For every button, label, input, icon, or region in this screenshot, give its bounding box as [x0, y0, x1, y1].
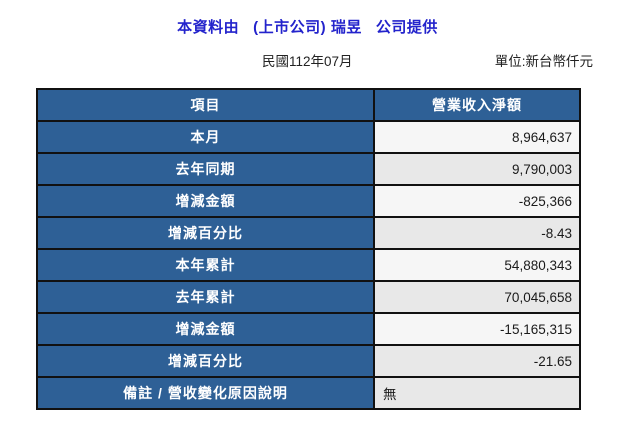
- row-label: 去年累計: [36, 280, 375, 314]
- report-subheader: 民國112年07月 單位:新台幣仟元: [36, 50, 593, 70]
- row-value: 54,880,343: [373, 248, 581, 282]
- table-row: 增減金額 -15,165,315: [36, 312, 581, 346]
- page-title: 本資料由 (上市公司) 瑞昱 公司提供: [177, 19, 438, 36]
- row-value: -21.65: [373, 344, 581, 378]
- row-label: 增減金額: [36, 312, 375, 346]
- row-value: 9,790,003: [373, 152, 581, 186]
- table-row: 增減金額 -825,366: [36, 184, 581, 218]
- row-value: -8.43: [373, 216, 581, 250]
- row-label: 增減百分比: [36, 344, 375, 378]
- row-value: -825,366: [373, 184, 581, 218]
- table-row: 增減百分比 -21.65: [36, 344, 581, 378]
- table-row: 備註 / 營收變化原因說明 無: [36, 376, 581, 410]
- row-label: 增減金額: [36, 184, 375, 218]
- table-header-row: 項目 營業收入淨額: [36, 88, 581, 122]
- currency-unit-label: 單位:新台幣仟元: [494, 54, 593, 69]
- table-row: 去年同期 9,790,003: [36, 152, 581, 186]
- revenue-table: 項目 營業收入淨額 本月 8,964,637 去年同期 9,790,003 增減…: [36, 88, 581, 410]
- row-value: 8,964,637: [373, 120, 581, 154]
- row-value: 70,045,658: [373, 280, 581, 314]
- revenue-report: 本資料由 (上市公司) 瑞昱 公司提供 民國112年07月 單位:新台幣仟元 項…: [36, 16, 593, 410]
- column-header-net-revenue: 營業收入淨額: [373, 88, 581, 122]
- report-period: 民國112年07月: [262, 54, 353, 69]
- table-body: 本月 8,964,637 去年同期 9,790,003 增減金額 -825,36…: [36, 120, 581, 410]
- table-row: 增減百分比 -8.43: [36, 216, 581, 250]
- row-value: 無: [373, 376, 581, 410]
- row-label: 本年累計: [36, 248, 375, 282]
- table-row: 本年累計 54,880,343: [36, 248, 581, 282]
- table-row: 去年累計 70,045,658: [36, 280, 581, 314]
- row-label: 增減百分比: [36, 216, 375, 250]
- table-row: 本月 8,964,637: [36, 120, 581, 154]
- row-label: 去年同期: [36, 152, 375, 186]
- column-header-item: 項目: [36, 88, 375, 122]
- row-value: -15,165,315: [373, 312, 581, 346]
- row-label: 備註 / 營收變化原因說明: [36, 376, 375, 410]
- row-label: 本月: [36, 120, 375, 154]
